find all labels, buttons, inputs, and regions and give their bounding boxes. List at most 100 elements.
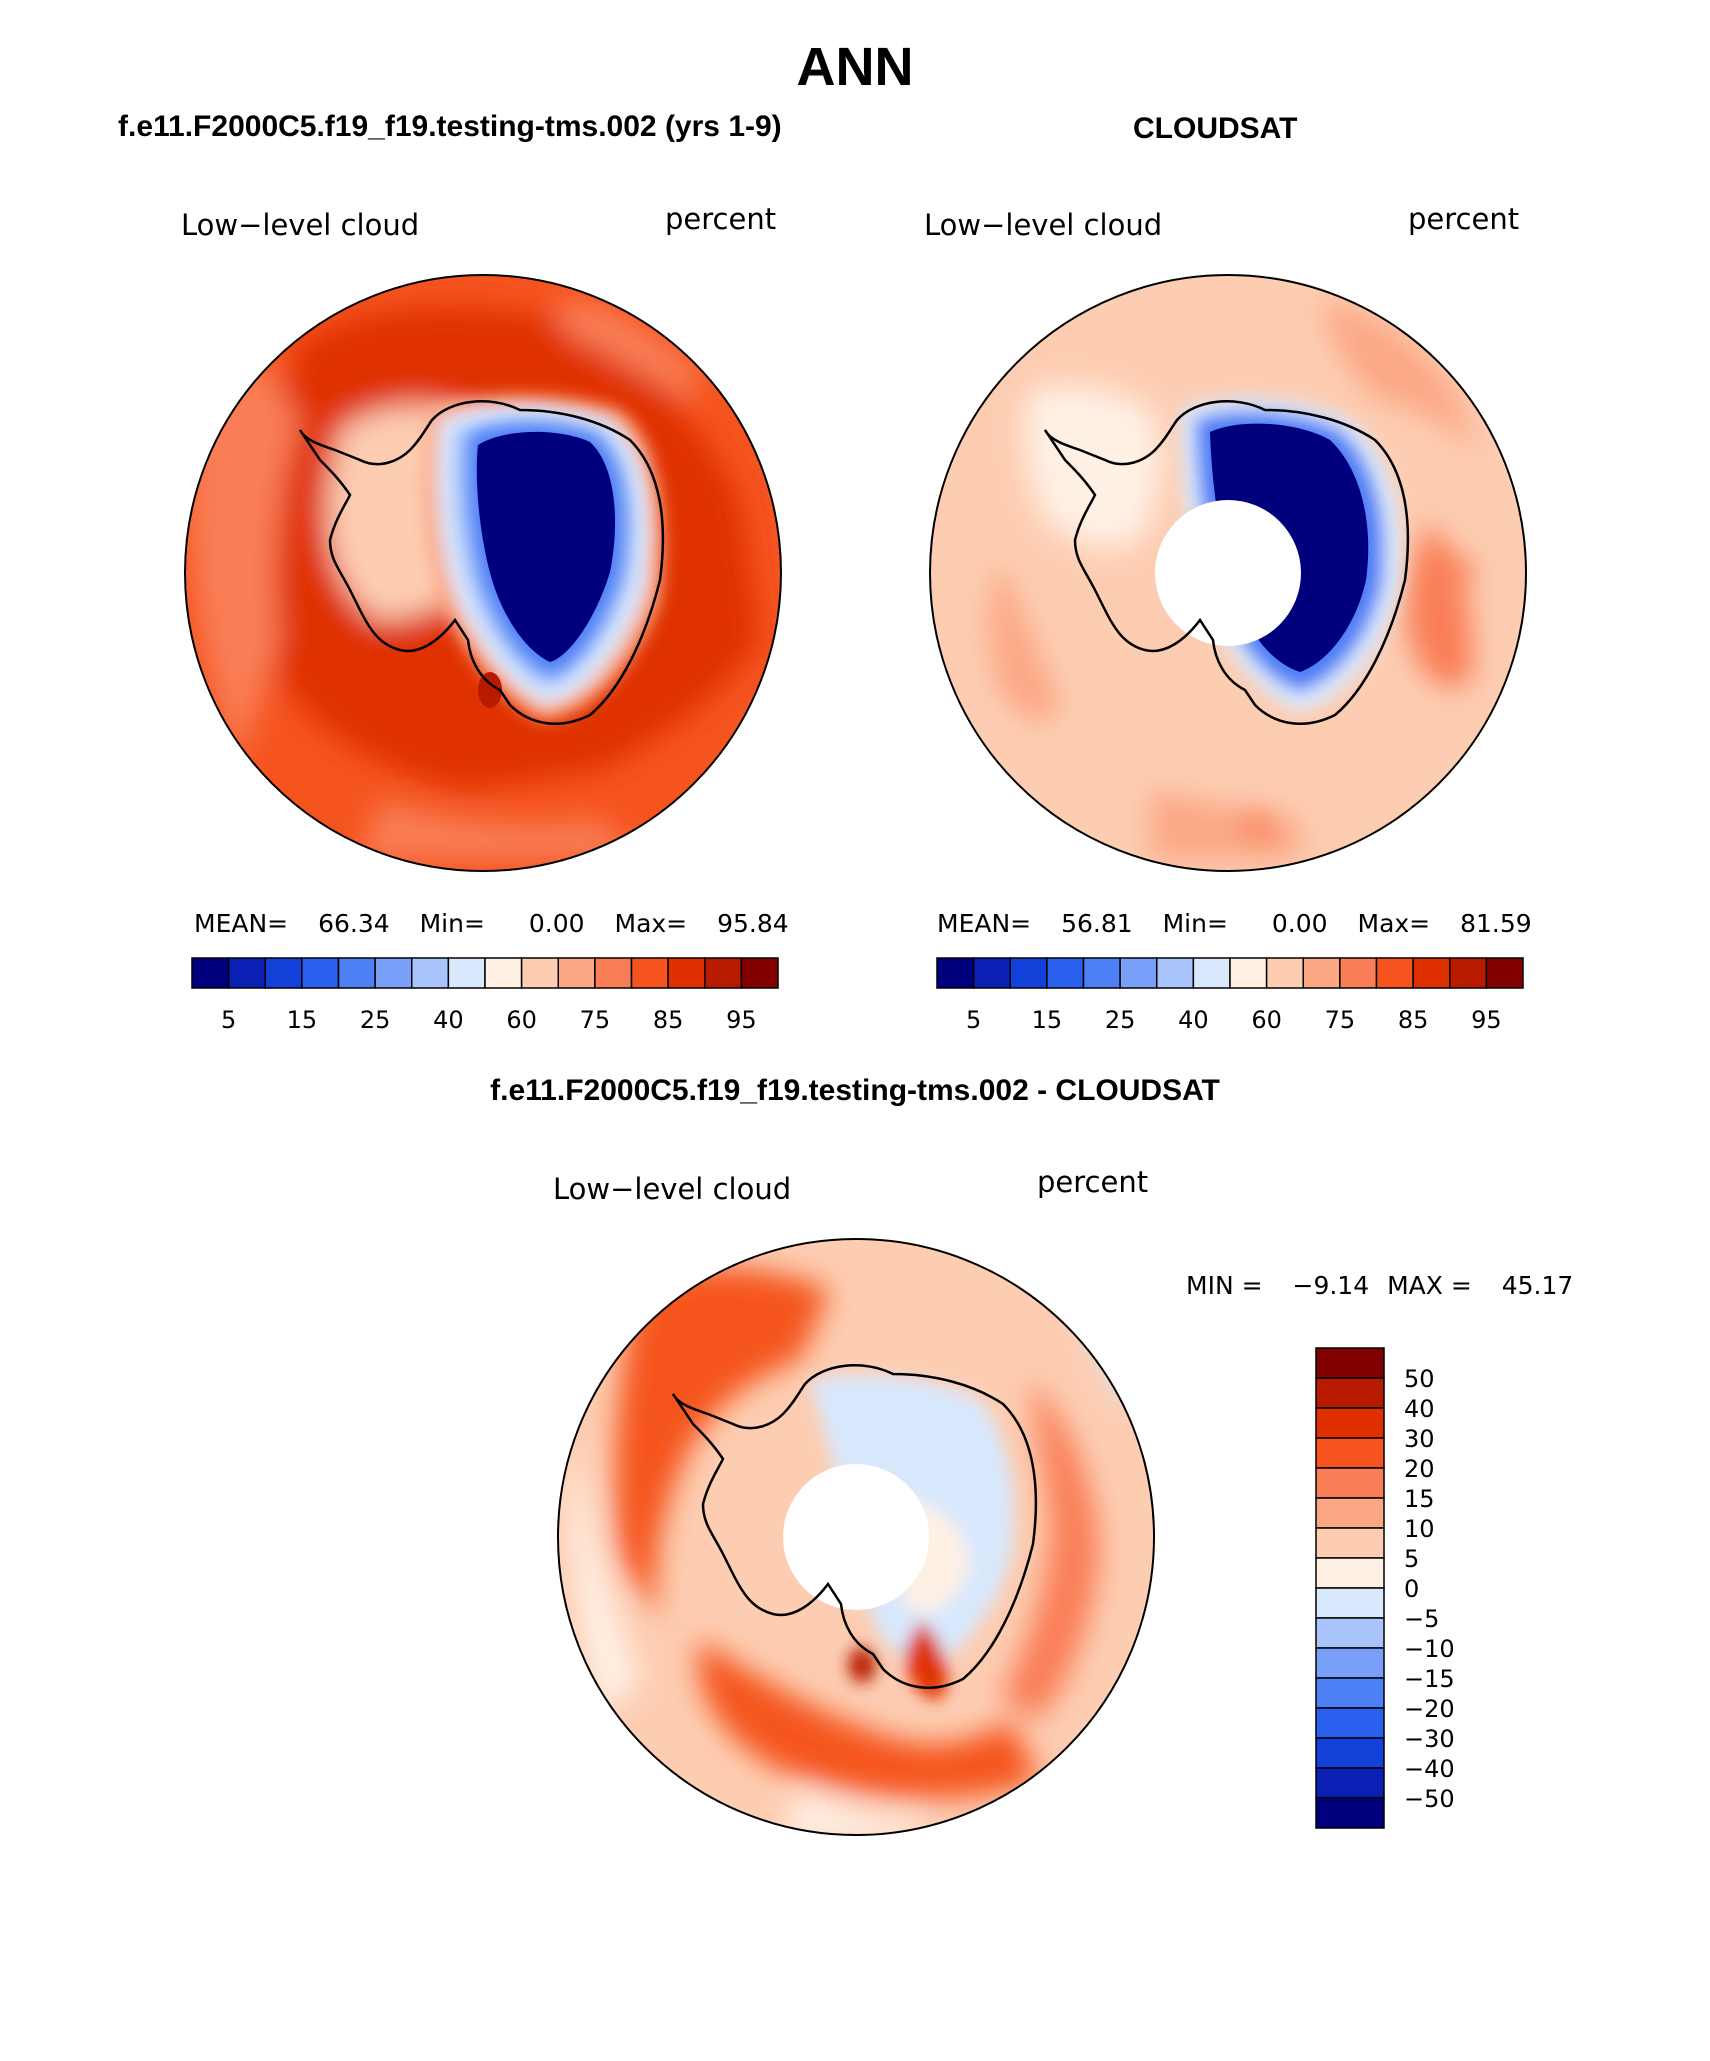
model-max-value: 95.84: [717, 909, 789, 938]
obs-colorbar-swatch: [936, 957, 975, 989]
obs-colorbar-swatch: [1046, 957, 1085, 989]
diff-map-border: [557, 1238, 1155, 1836]
diff-colorbar-tick-label: −5: [1404, 1605, 1439, 1633]
obs-colorbar-tick-label: 60: [1251, 1006, 1282, 1034]
diff-colorbar-tick-label: 5: [1404, 1545, 1419, 1573]
model-colorbar-swatch: [191, 957, 230, 989]
obs-min-value: 0.00: [1271, 909, 1328, 938]
obs-colorbar-tick-label: 40: [1178, 1006, 1209, 1034]
obs-colorbar-tick-label: 25: [1105, 1006, 1136, 1034]
obs-colorbar-swatch: [1339, 957, 1378, 989]
diff-colorbar-swatch: [1315, 1467, 1385, 1499]
diff-colorbar-tick-label: 20: [1404, 1455, 1435, 1483]
diff-colorbar-swatch: [1315, 1407, 1385, 1439]
obs-colorbar-swatch: [1192, 957, 1231, 989]
obs-colorbar-swatch: [1082, 957, 1121, 989]
model-coastline: [298, 400, 665, 725]
obs-mean-value: 56.81: [1061, 909, 1133, 938]
diff-colorbar-tick-label: 30: [1404, 1425, 1435, 1453]
obs-colorbar-swatch: [972, 957, 1011, 989]
diff-colorbar-tick-label: −10: [1404, 1635, 1455, 1663]
model-colorbar-swatch: [301, 957, 340, 989]
model-colorbar-tick-label: 85: [653, 1006, 684, 1034]
obs-colorbar-swatch: [1302, 957, 1341, 989]
obs-map: [929, 274, 1527, 872]
obs-colorbar-tick-label: 95: [1471, 1006, 1502, 1034]
obs-colorbar-swatch: [1119, 957, 1158, 989]
model-colorbar-tick-label: 95: [726, 1006, 757, 1034]
diff-colorbar-tick-label: −50: [1404, 1785, 1455, 1813]
model-colorbar-swatch: [594, 957, 633, 989]
model-colorbar-swatch: [264, 957, 303, 989]
obs-min-label: Min=: [1162, 909, 1228, 938]
model-variable-label: Low−level cloud: [181, 208, 420, 242]
model-units-label: percent: [665, 202, 777, 236]
diff-colorbar-swatch: [1315, 1647, 1385, 1679]
obs-colorbar-swatch: [1229, 957, 1268, 989]
diff-min-label: MIN =: [1186, 1271, 1263, 1300]
model-case-title: f.e11.F2000C5.f19_f19.testing-tms.002 (y…: [118, 110, 782, 143]
obs-variable-label: Low−level cloud: [924, 208, 1163, 242]
diff-map: [557, 1238, 1155, 1836]
page-title: ANN: [796, 37, 914, 97]
model-colorbar-swatch: [740, 957, 779, 989]
diff-colorbar-tick-label: −15: [1404, 1665, 1455, 1693]
obs-colorbar-swatch: [1156, 957, 1195, 989]
diff-stats: MIN = −9.14 MAX = 45.17: [1186, 1271, 1573, 1300]
diff-case-title: f.e11.F2000C5.f19_f19.testing-tms.002 - …: [490, 1074, 1220, 1107]
obs-case-title: CLOUDSAT: [1133, 112, 1298, 145]
obs-colorbar-tick-label: 5: [966, 1006, 981, 1034]
obs-colorbar-swatch: [1412, 957, 1451, 989]
obs-field-fill: [930, 275, 1526, 871]
model-colorbar-swatch: [484, 957, 523, 989]
model-colorbar-swatch: [337, 957, 376, 989]
diff-colorbar-tick-label: 10: [1404, 1515, 1435, 1543]
diff-colorbar-tick-label: 50: [1404, 1365, 1435, 1393]
obs-colorbar-swatch: [1009, 957, 1048, 989]
model-colorbar-tick-label: 15: [287, 1006, 318, 1034]
diff-colorbar-tick-label: 0: [1404, 1575, 1419, 1603]
obs-max-value: 81.59: [1460, 909, 1532, 938]
model-colorbar-swatch: [227, 957, 266, 989]
diff-colorbar-swatch: [1315, 1617, 1385, 1649]
diff-colorbar-tick-label: −40: [1404, 1755, 1455, 1783]
diff-max-label: MAX =: [1387, 1271, 1472, 1300]
model-colorbar: 5 15 25 40 60 75 85 95: [191, 957, 779, 1034]
diff-colorbar-swatch: [1315, 1677, 1385, 1709]
obs-colorbar-swatch: [1375, 957, 1414, 989]
obs-max-label: Max=: [1357, 909, 1431, 938]
diff-colorbar-swatch: [1315, 1707, 1385, 1739]
diff-colorbar-tick-label: −20: [1404, 1695, 1455, 1723]
diff-colorbar-tick-label: 40: [1404, 1395, 1435, 1423]
obs-coastline: [1043, 400, 1410, 725]
obs-colorbar-tick-label: 15: [1032, 1006, 1063, 1034]
model-colorbar-swatch: [557, 957, 596, 989]
diff-min-value: −9.14: [1292, 1271, 1370, 1300]
diff-colorbar-swatch: [1315, 1737, 1385, 1769]
model-colorbar-swatch: [374, 957, 413, 989]
model-colorbar-tick-label: 75: [580, 1006, 611, 1034]
model-colorbar-tick-label: 40: [433, 1006, 464, 1034]
model-colorbar-swatch: [630, 957, 669, 989]
diff-colorbar-swatch: [1315, 1347, 1385, 1379]
diff-variable-label: Low−level cloud: [553, 1172, 792, 1206]
obs-colorbar-swatch: [1265, 957, 1304, 989]
model-mean-value: 66.34: [318, 909, 390, 938]
model-colorbar-swatch: [667, 957, 706, 989]
diff-colorbar-swatch: [1315, 1377, 1385, 1409]
obs-stats: MEAN= 56.81 Min= 0.00 Max= 81.59: [937, 909, 1532, 938]
diff-field-fill: [558, 1239, 1154, 1835]
model-max-label: Max=: [614, 909, 688, 938]
model-min-label: Min=: [419, 909, 485, 938]
model-stats: MEAN= 66.34 Min= 0.00 Max= 95.84: [194, 909, 789, 938]
diff-colorbar-swatch: [1315, 1497, 1385, 1529]
model-colorbar-swatch: [447, 957, 486, 989]
obs-colorbar-swatch: [1449, 957, 1488, 989]
model-colorbar-tick-label: 25: [360, 1006, 391, 1034]
model-colorbar-swatch: [411, 957, 450, 989]
obs-units-label: percent: [1408, 202, 1520, 236]
diff-colorbar-tick-label: 15: [1404, 1485, 1435, 1513]
obs-colorbar-tick-label: 75: [1325, 1006, 1356, 1034]
